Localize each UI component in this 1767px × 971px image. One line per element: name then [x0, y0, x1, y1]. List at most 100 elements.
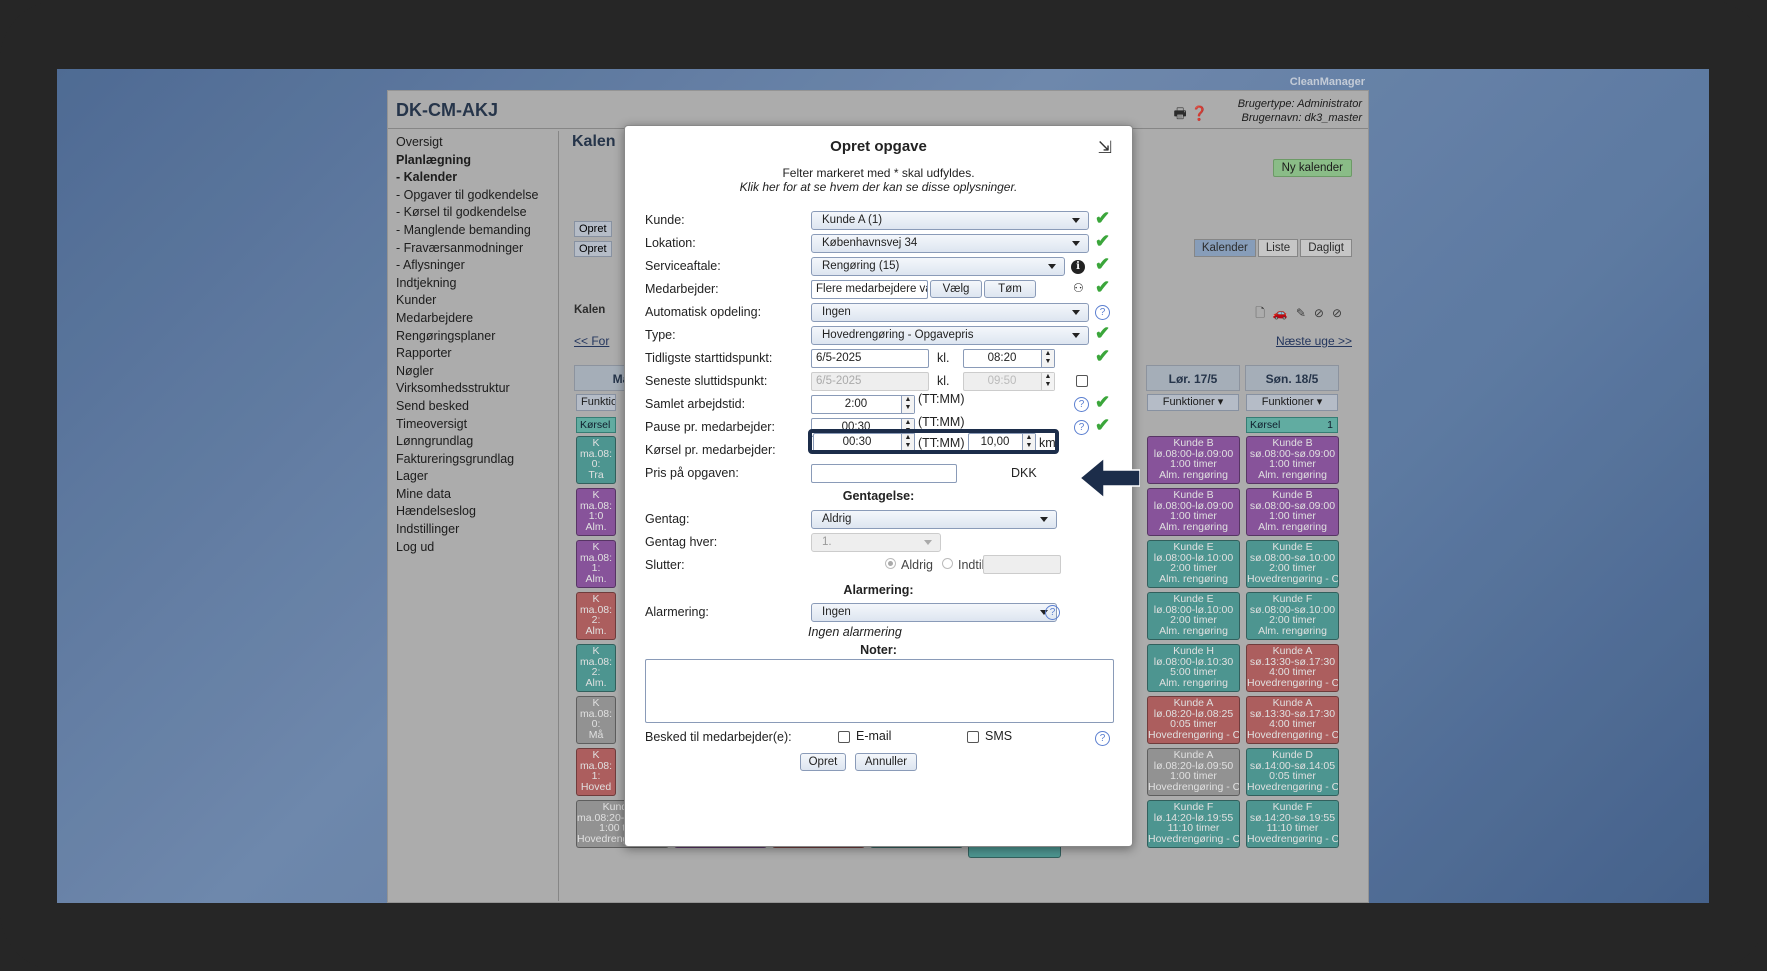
- korsel-badge-mon[interactable]: Kørsel: [576, 417, 616, 433]
- print-icon[interactable]: 🖶: [1173, 105, 1187, 121]
- sidebar-item[interactable]: - Manglende bemanding: [396, 222, 531, 237]
- alarmering-select[interactable]: Ingen: [811, 603, 1057, 622]
- medarbejder-field[interactable]: Flere medarbejdere val: [811, 280, 928, 299]
- minimize-icon[interactable]: ⇲: [1097, 138, 1112, 157]
- gentag-hver-select[interactable]: 1.: [811, 533, 941, 552]
- help-icon[interactable]: ❓: [1190, 105, 1208, 121]
- sidebar-item[interactable]: - Opgaver til godkendelse: [396, 187, 539, 202]
- info-icon[interactable]: i: [1071, 260, 1085, 274]
- sidebar-item[interactable]: Rapporter: [396, 346, 452, 361]
- sidebar-item[interactable]: Lager: [396, 469, 428, 484]
- sidebar-item[interactable]: Indstillinger: [396, 522, 460, 537]
- sidebar-item[interactable]: Oversigt: [396, 135, 443, 149]
- edit-icon[interactable]: ✎: [1295, 306, 1314, 320]
- tab-liste[interactable]: Liste: [1257, 239, 1299, 257]
- sidebar-item[interactable]: Kunder: [396, 293, 437, 308]
- slut-date-input[interactable]: 6/5-2025: [811, 372, 929, 391]
- create-button[interactable]: Opret: [800, 753, 846, 771]
- create-button-1[interactable]: Opret: [574, 221, 612, 237]
- sidebar-item[interactable]: Timeoversigt: [396, 416, 468, 431]
- kunde-select[interactable]: Kunde A (1): [811, 211, 1089, 230]
- no-user-icon[interactable]: ⊘: [1313, 306, 1332, 320]
- gentag-select[interactable]: Aldrig: [811, 510, 1057, 529]
- sidebar-item[interactable]: Virksomhedsstruktur: [396, 381, 510, 396]
- opdeling-help-icon[interactable]: ?: [1095, 305, 1110, 320]
- notes-textarea[interactable]: [645, 659, 1114, 723]
- document-icon[interactable]: 🗋: [1255, 306, 1273, 320]
- tab-dagligt[interactable]: Dagligt: [1300, 239, 1352, 257]
- next-week-link[interactable]: Næste uge >>: [1275, 334, 1352, 348]
- sidebar-item[interactable]: - Kørsel til godkendelse: [396, 205, 527, 220]
- function-button-sat[interactable]: Funktioner ▾: [1147, 394, 1239, 411]
- slutter-indtil-input[interactable]: [983, 555, 1061, 574]
- org-tree-icon[interactable]: ⚇: [1073, 281, 1084, 295]
- slutter-indtil-radio[interactable]: [942, 558, 953, 569]
- create-button-2[interactable]: Opret: [574, 241, 612, 257]
- sidebar-item[interactable]: Send besked: [396, 398, 469, 413]
- slutter-aldrig-radio[interactable]: [885, 558, 896, 569]
- sidebar-item[interactable]: Nøgler: [396, 363, 434, 378]
- prev-week-link[interactable]: << For: [574, 334, 610, 348]
- no-car-icon[interactable]: ⊘: [1331, 306, 1350, 320]
- korsel-badge-sun[interactable]: Kørsel 1: [1246, 417, 1338, 433]
- lokation-select[interactable]: Københavnsvej 34: [811, 234, 1089, 253]
- arbejdstid-input[interactable]: 2:00 ▲ ▼: [811, 395, 915, 414]
- choose-employee-button[interactable]: Vælg: [930, 280, 982, 298]
- visibility-link[interactable]: Klik her for at se hvem der kan se disse…: [739, 180, 1018, 194]
- sidebar-item[interactable]: Planlægning: [396, 152, 471, 167]
- new-calendar-button[interactable]: Ny kalender: [1272, 159, 1352, 177]
- function-button-mon[interactable]: Funktioner: [576, 394, 616, 411]
- sms-checkbox[interactable]: [967, 731, 979, 743]
- function-button-sun[interactable]: Funktioner ▾: [1246, 394, 1338, 411]
- opdeling-select[interactable]: Ingen: [811, 303, 1089, 322]
- clear-employee-button[interactable]: Tøm: [984, 280, 1036, 298]
- start-time-input[interactable]: 08:20 ▲ ▼: [963, 349, 1055, 368]
- pause-help-icon[interactable]: ?: [1074, 420, 1089, 435]
- sidebar-item[interactable]: Hændelseslog: [396, 504, 476, 519]
- cancel-button[interactable]: Annuller: [855, 753, 917, 771]
- type-select[interactable]: Hovedrengøring - Opgavepris: [811, 326, 1089, 345]
- car-icon[interactable]: 🚗: [1272, 306, 1296, 320]
- sidebar-item[interactable]: Log ud: [396, 539, 435, 554]
- sidebar-item[interactable]: - Aflysninger: [396, 258, 465, 273]
- sidebar-item[interactable]: Faktureringsgrundlag: [396, 451, 515, 466]
- sidebar-item[interactable]: Rengøringsplaner: [396, 328, 496, 343]
- sidebar-item[interactable]: Mine data: [396, 486, 451, 501]
- sidebar-item[interactable]: - Fraværsanmodninger: [396, 240, 524, 255]
- besked-help-icon[interactable]: ?: [1095, 731, 1110, 746]
- alarmering-help-icon[interactable]: ?: [1045, 605, 1060, 620]
- sidebar-item[interactable]: Lønngrundlag: [396, 434, 474, 449]
- slut-checkbox[interactable]: [1076, 375, 1088, 387]
- pris-input[interactable]: [811, 464, 957, 483]
- serviceaftale-select[interactable]: Rengøring (15): [811, 257, 1065, 276]
- sidebar-item[interactable]: - Kalender: [396, 170, 458, 185]
- sidebar-item[interactable]: Medarbejdere: [396, 310, 474, 325]
- tab-kalender[interactable]: Kalender: [1193, 239, 1256, 257]
- sidebar-item[interactable]: Indtjekning: [396, 275, 457, 290]
- email-checkbox[interactable]: [838, 731, 850, 743]
- slut-time-input[interactable]: 09:50 ▲ ▼: [963, 372, 1055, 391]
